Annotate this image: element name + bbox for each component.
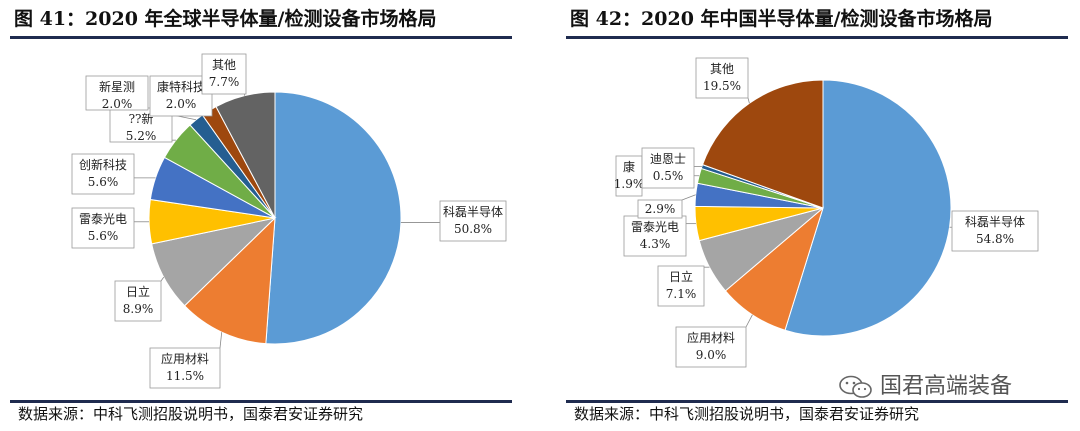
slice-label-name: 雷泰光电 xyxy=(79,212,127,226)
slice-label: 雷泰光电 4.3% xyxy=(623,215,687,257)
slice-label: 创新科技 5.6% xyxy=(71,153,135,195)
slice-label-name: 应用材料 xyxy=(161,351,209,366)
watermark: 国君高端装备 xyxy=(838,368,1012,400)
slice-label-box xyxy=(675,326,747,368)
pie-slice xyxy=(784,79,952,337)
pie-chart-china: 科磊半导体 54.8% 应用材料 9.0% 日立 7.1% 雷泰光电 4.3% 2.9% 康 1.9… xyxy=(614,57,1039,368)
leader-line xyxy=(219,332,223,349)
slice-label-box xyxy=(615,155,643,197)
wechat-icon xyxy=(839,375,872,398)
slice-label: 日立 8.9% xyxy=(114,280,162,322)
slice-label-name: 雷泰光电 xyxy=(631,220,679,234)
watermark-text: 国君高端装备 xyxy=(880,374,1013,399)
slice-label-value: 5.6% xyxy=(88,229,119,243)
slice-label: 2.9% xyxy=(637,199,683,219)
slice-label: 其他 7.7% xyxy=(201,53,247,95)
slice-label: 科磊半导体 50.8% xyxy=(439,200,507,242)
slice-label-value: 9.0% xyxy=(696,348,727,362)
slice-label: 迪恩士 0.5% xyxy=(641,147,695,189)
slice-label-name: 日立 xyxy=(669,269,693,284)
slice-label-box xyxy=(114,280,162,322)
slice-label-value: 5.6% xyxy=(88,175,119,189)
chart-panel-global: 图 41：2020 年全球半导体量/检测设备市场格局 科磊半导体 50.8% 应用材… xyxy=(0,0,512,431)
slice-label-name: 康特科技 xyxy=(157,79,205,94)
slice-label-value: 4.3% xyxy=(640,237,671,251)
slice-label-value: 0.5% xyxy=(653,169,684,183)
slice-label-value: 2.9% xyxy=(645,202,676,216)
slice-label-box xyxy=(637,199,683,219)
title-rule xyxy=(10,36,512,39)
slice-label: 科磊半导体 54.8% xyxy=(951,210,1039,252)
slice-label-value: 2.0% xyxy=(166,97,197,111)
slice-label-name: 应用材料 xyxy=(687,330,735,345)
slice-label: 雷泰光电 5.6% xyxy=(71,207,135,249)
slice-label: 应用材料 9.0% xyxy=(675,326,747,368)
chart-panel-china: 图 42：2020 年中国半导体量/检测设备市场格局 科磊半导体 54.8% 应用材… xyxy=(556,0,1068,431)
slice-label-name: ??新 xyxy=(129,111,154,126)
slice-label-box xyxy=(149,347,221,389)
slice-label-value: 1.9% xyxy=(614,177,645,191)
title-rule xyxy=(566,36,1068,39)
slice-label-box xyxy=(85,75,149,111)
slice-label-box xyxy=(951,210,1039,252)
slice-label-box xyxy=(439,200,507,242)
leader-line xyxy=(160,276,165,282)
pie-slice xyxy=(215,91,276,219)
source-note: 数据来源：中科飞测招股说明书，国泰君安证券研究 xyxy=(18,405,364,423)
slice-label-value: 11.5% xyxy=(166,369,204,383)
slice-label-name: 科磊半导体 xyxy=(443,205,503,219)
slice-label-name: 创新科技 xyxy=(79,157,127,172)
slice-label-box xyxy=(657,265,705,307)
slice-label-name: 康 xyxy=(623,159,635,174)
slice-label: 其他 19.5% xyxy=(695,57,749,99)
leader-line xyxy=(747,97,750,104)
slice-label-name: 其他 xyxy=(212,58,236,72)
slice-label-name: 日立 xyxy=(126,284,150,299)
slice-label-value: 2.0% xyxy=(102,97,133,111)
pie-slice xyxy=(265,91,402,345)
leader-line xyxy=(745,314,753,328)
pie-slice xyxy=(701,79,824,209)
slice-label-value: 8.9% xyxy=(123,302,154,316)
source-rule xyxy=(10,400,512,403)
slice-label-name: 新星测 xyxy=(99,79,135,94)
slice-label-box xyxy=(71,153,135,195)
slice-label: 康 1.9% xyxy=(614,155,645,197)
slice-label-value: 7.7% xyxy=(209,75,240,89)
slice-label-value: 54.8% xyxy=(976,232,1014,246)
slice-label: 应用材料 11.5% xyxy=(149,347,221,389)
slice-label-box xyxy=(641,147,695,189)
slice-label-box xyxy=(71,207,135,249)
slice-label: ??新 5.2% xyxy=(109,107,173,143)
leader-line xyxy=(681,194,696,201)
slice-label-value: 5.2% xyxy=(126,129,157,143)
slice-label-box xyxy=(623,215,687,257)
slice-label-value: 50.8% xyxy=(454,222,492,236)
slice-label-value: 7.1% xyxy=(666,287,697,301)
chart-title: 图 41：2020 年全球半导体量/检测设备市场格局 xyxy=(14,8,437,30)
slice-label-value: 19.5% xyxy=(703,79,741,93)
slice-label-name: 迪恩士 xyxy=(650,152,686,166)
slice-label-box xyxy=(695,57,749,99)
slice-label-name: 科磊半导体 xyxy=(965,215,1025,229)
slice-label-box xyxy=(201,53,247,95)
chart-title: 图 42：2020 年中国半导体量/检测设备市场格局 xyxy=(570,8,993,30)
slice-label: 新星测 2.0% xyxy=(85,75,149,111)
slice-label-name: 其他 xyxy=(710,62,734,76)
pie-chart-global: 科磊半导体 50.8% 应用材料 11.5% 日立 8.9% 雷泰光电 5.6% 创新科技 5.6… xyxy=(71,53,507,389)
source-note: 数据来源：中科飞测招股说明书，国泰君安证券研究 xyxy=(574,405,920,423)
source-rule xyxy=(566,400,1068,403)
slice-label: 日立 7.1% xyxy=(657,265,705,307)
